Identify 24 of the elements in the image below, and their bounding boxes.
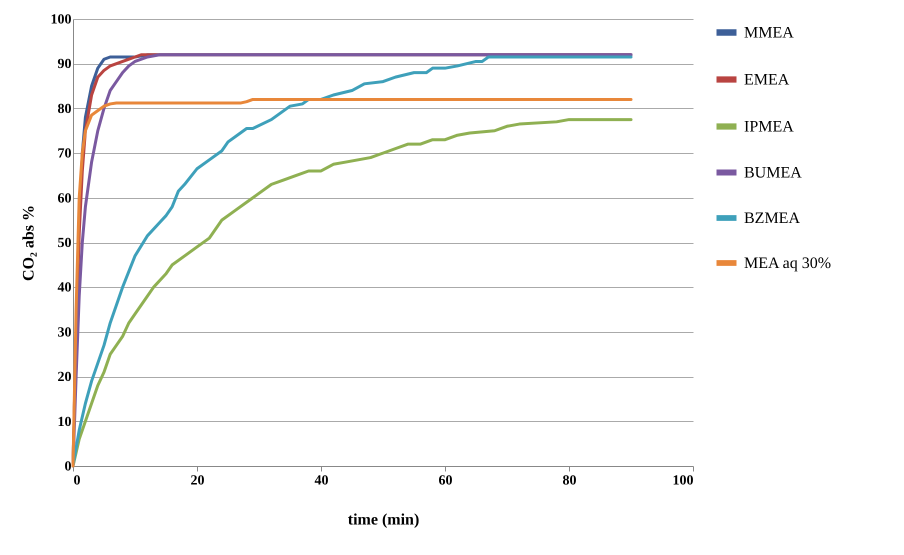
y-tick-label: 40 [58,280,72,296]
x-axis-title: time (min) [348,512,420,528]
y-axis-title: CO₂ abs % [20,205,38,281]
x-tick-label: 20 [190,474,204,488]
x-tick-label: 60 [438,474,452,488]
legend-label: MEA aq 30% [744,255,832,272]
y-tick-label: 30 [58,325,72,340]
y-tick-label: 0 [64,460,72,474]
x-tick-label: 80 [562,474,576,488]
x-tick-label: 100 [672,474,694,488]
y-tick-label: 70 [58,146,72,162]
legend-label: IPMEA [744,118,794,136]
y-tick-label: 60 [58,191,72,206]
y-tick-label: 100 [50,12,72,28]
x-tick-label: 40 [314,474,328,488]
legend-label: BUMEA [744,164,802,182]
y-tick-label: 10 [58,414,72,430]
y-tick-label: 80 [58,102,72,117]
y-tick-label: 90 [58,57,72,72]
y-tick-label: 20 [58,370,72,386]
legend-label: BZMEA [744,210,800,227]
legend-label: EMEA [744,72,790,88]
legend-label: MMEA [744,24,794,42]
y-tick-label: 50 [58,236,72,251]
